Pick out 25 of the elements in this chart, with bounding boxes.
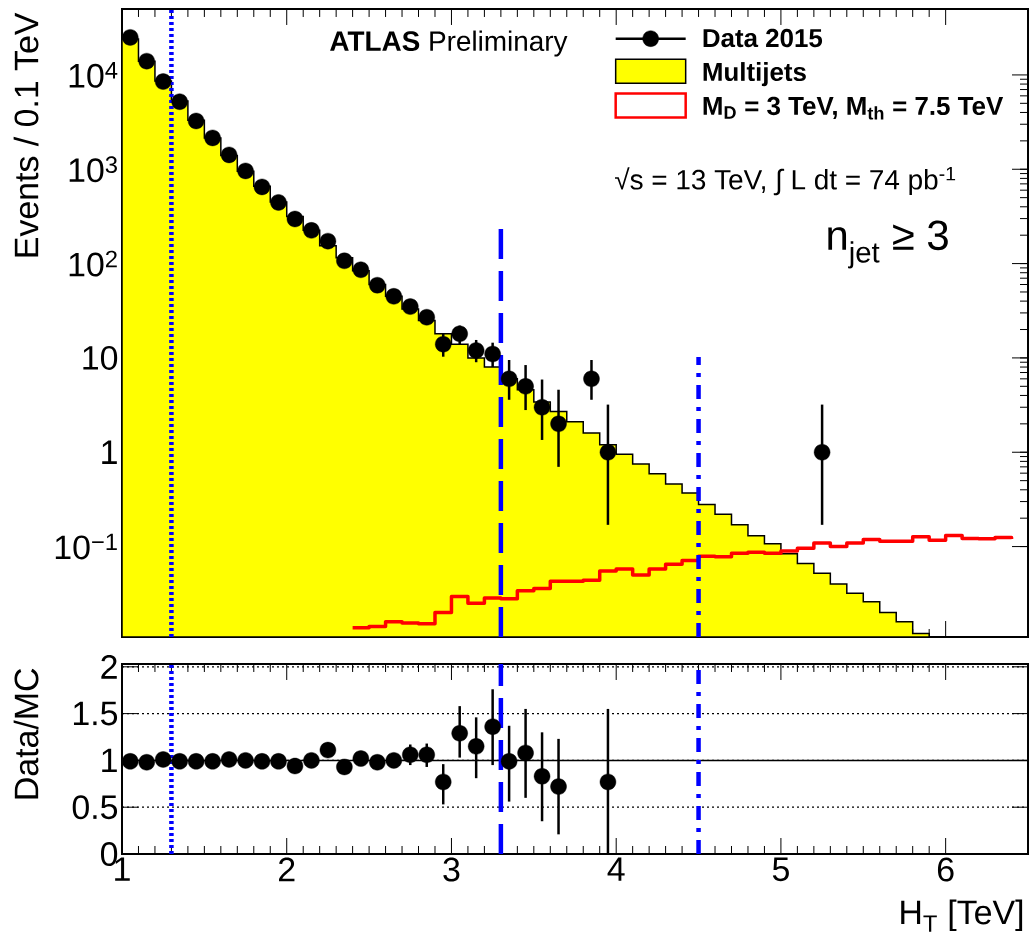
x-tick-label: 5: [772, 857, 789, 882]
x-tick-label: 2: [279, 857, 295, 882]
annotation: ATLAS Preliminary: [330, 30, 568, 57]
x-tick-label: 4: [607, 857, 625, 881]
y-tick-label: 10$^{−1}$: [55, 533, 117, 560]
y-tick-label: 10$^{2}$: [69, 250, 117, 277]
x-axis-title: H$_{T}$ [TeV]: [901, 899, 1023, 932]
y-tick-label: 0.5: [72, 795, 118, 820]
y-tick-label: 1: [102, 748, 117, 773]
annotation: √s = 13 TeV, ∫ L dt = 74 pb$^{-1}$: [615, 166, 956, 196]
y-tick-label: 1: [102, 440, 117, 464]
y-tick-label: 1.5: [73, 701, 118, 726]
annotation: n$_{jet}$ ≥ 3: [828, 220, 948, 269]
x-tick-label: 6: [937, 857, 954, 882]
y-axis-title: Data/MC: [13, 668, 39, 799]
y-tick-label: 10$^{4}$: [69, 62, 118, 88]
legend-label: Multijets: [703, 62, 806, 87]
y-tick-label: 0: [100, 842, 118, 866]
legend-label: Data 2015: [703, 28, 823, 48]
y-axis-title: Events / 0.1 TeV: [13, 12, 39, 257]
legend-label: M$_{D}$ = 3 TeV, M$_{th}$ = 7.5 TeV: [703, 96, 1004, 120]
y-tick-label: 10$^{3}$: [69, 156, 117, 183]
y-tick-label: 10: [83, 345, 118, 370]
y-tick-label: 2: [101, 654, 117, 679]
x-tick-label: 3: [443, 857, 460, 882]
